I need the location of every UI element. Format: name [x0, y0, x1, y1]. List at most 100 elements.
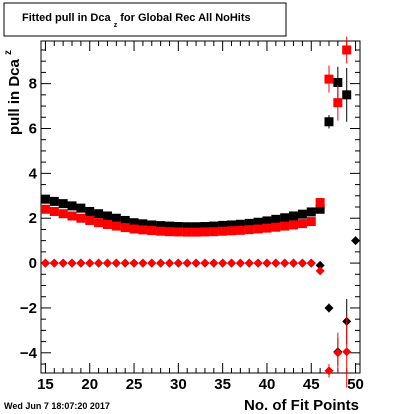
data-point	[76, 258, 86, 268]
data-point	[297, 258, 307, 268]
series-0	[40, 66, 352, 232]
data-point	[200, 227, 210, 237]
data-point	[342, 90, 352, 100]
data-point	[76, 203, 86, 213]
data-point	[218, 226, 228, 236]
data-point	[147, 258, 157, 268]
data-point	[280, 258, 290, 268]
y-axis-label: pull in Dca z	[3, 50, 23, 135]
data-point	[333, 98, 343, 108]
data-point	[218, 220, 228, 230]
y-tick-label: 8	[29, 76, 37, 93]
data-point	[289, 220, 299, 230]
data-point	[182, 222, 192, 232]
x-tick-label: 25	[126, 376, 143, 393]
x-tick-label: 50	[347, 376, 364, 393]
data-point	[191, 258, 201, 268]
data-point	[342, 45, 352, 55]
data-point	[111, 221, 121, 231]
data-point	[173, 258, 183, 268]
data-point	[289, 258, 299, 268]
data-point	[120, 258, 130, 268]
data-point	[218, 258, 228, 268]
data-point	[147, 220, 157, 230]
data-point	[138, 219, 148, 229]
data-point	[120, 215, 130, 225]
data-point	[271, 214, 281, 224]
data-point	[297, 209, 307, 219]
data-point	[58, 258, 68, 268]
data-point	[67, 258, 77, 268]
data-point	[102, 258, 112, 268]
data-point	[209, 227, 219, 237]
y-tick-label: −4	[20, 345, 38, 362]
footer-timestamp: Wed Jun 7 18:07:20 2017	[4, 401, 110, 411]
data-point	[182, 258, 192, 268]
data-point	[94, 218, 104, 228]
data-point	[138, 225, 148, 235]
x-tick-label: 20	[81, 376, 98, 393]
data-point	[235, 258, 245, 268]
data-point	[244, 225, 254, 235]
data-point	[253, 224, 263, 234]
data-point	[324, 74, 334, 84]
data-point	[315, 198, 325, 208]
y-tick-label: 2	[29, 210, 37, 227]
data-point	[85, 215, 95, 225]
y-tick-label: 4	[29, 165, 38, 182]
data-point	[156, 226, 166, 236]
data-point	[289, 211, 299, 221]
data-point	[40, 194, 50, 204]
data-point	[182, 227, 192, 237]
x-tick-label: 40	[259, 376, 276, 393]
data-point	[262, 223, 272, 233]
y-tick-label: −2	[20, 300, 37, 317]
data-point	[191, 222, 201, 232]
data-point	[156, 221, 166, 231]
data-point	[173, 227, 183, 237]
data-point	[227, 258, 237, 268]
y-axis-label-subscript: z	[3, 50, 14, 55]
chart-title-main: Fitted pull in Dca	[22, 12, 111, 24]
data-point	[156, 258, 166, 268]
data-point	[200, 258, 210, 268]
data-point	[94, 209, 104, 219]
data-point	[324, 366, 334, 376]
data-point	[235, 219, 245, 229]
series-2	[40, 236, 361, 366]
data-point	[306, 207, 316, 217]
data-point	[120, 223, 130, 233]
data-point	[67, 211, 77, 221]
series-1	[40, 36, 352, 237]
data-point	[244, 258, 254, 268]
data-point	[253, 258, 263, 268]
data-point	[49, 258, 59, 268]
x-tick-label: 35	[214, 376, 231, 393]
data-point	[280, 221, 290, 231]
data-point	[262, 216, 272, 226]
data-point	[173, 222, 183, 232]
data-point	[102, 211, 112, 221]
data-points	[40, 36, 361, 388]
data-point	[200, 222, 210, 232]
data-point	[315, 260, 325, 270]
data-point	[342, 347, 352, 357]
data-point	[235, 225, 245, 235]
data-point	[333, 348, 343, 358]
data-point	[280, 213, 290, 223]
data-point	[306, 258, 316, 268]
data-point	[253, 217, 263, 227]
data-point	[351, 236, 361, 246]
data-point	[297, 219, 307, 229]
data-point	[138, 258, 148, 268]
data-point	[315, 204, 325, 214]
data-point	[164, 221, 174, 231]
data-point	[244, 218, 254, 228]
chart-title-rest: for Global Rec All NoHits	[120, 12, 250, 24]
tick-labels: 15 20 25 30 35 40 45 50 −4 −2 0 2 4 6 8	[20, 76, 364, 393]
data-point	[40, 204, 50, 214]
y-tick-label: 6	[29, 120, 37, 137]
x-tick-label: 15	[37, 376, 54, 393]
data-point	[111, 258, 121, 268]
